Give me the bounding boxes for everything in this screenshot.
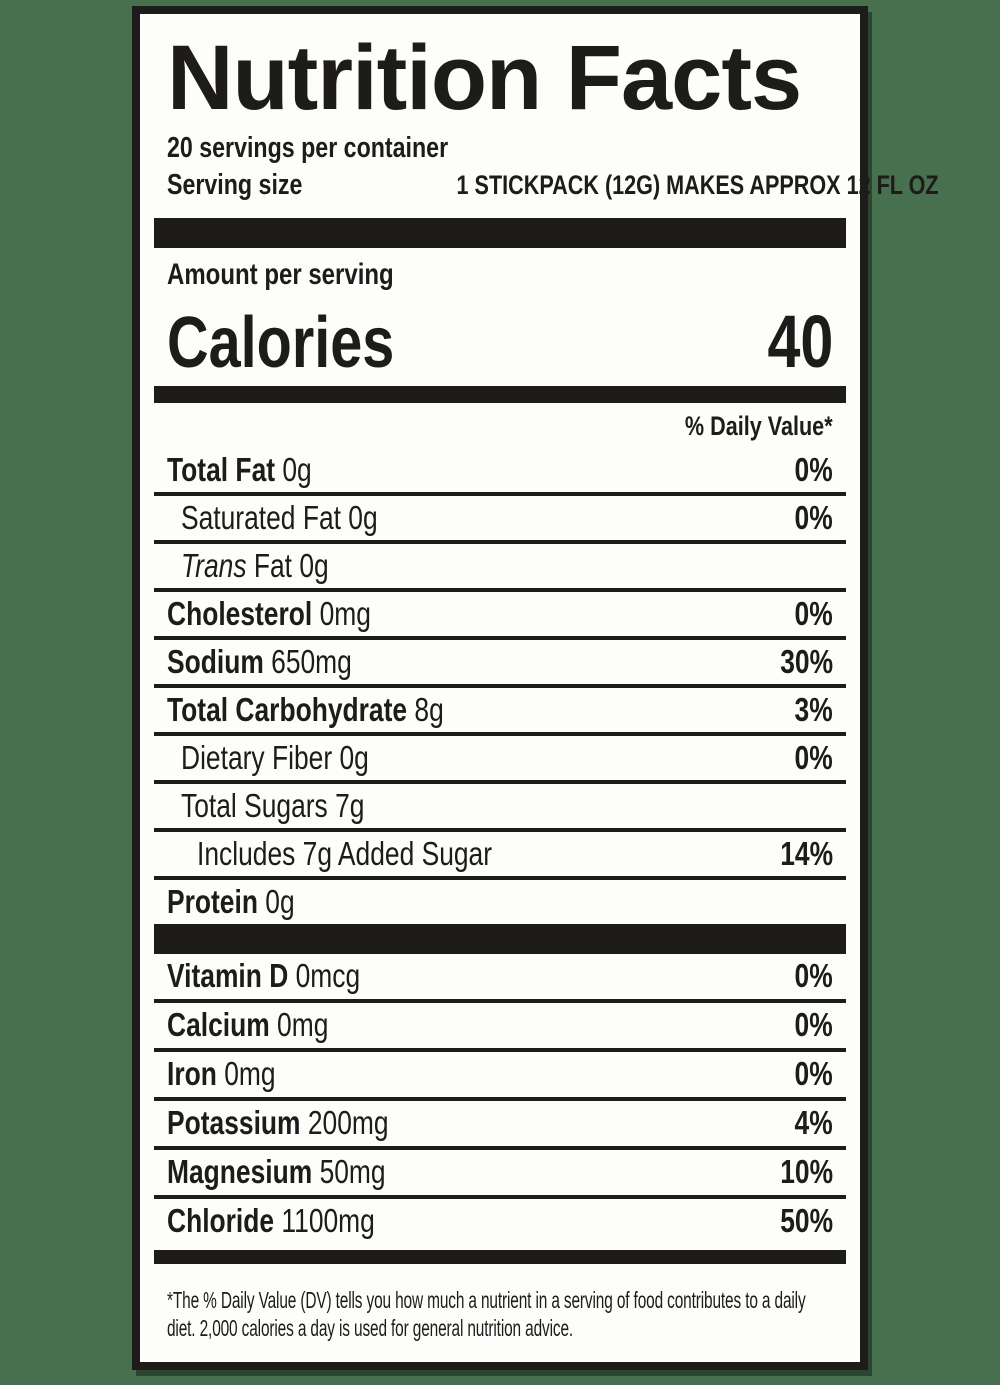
- nutrition-facts-label: Nutrition Facts 20 servings per containe…: [132, 6, 939, 1370]
- nutrient-row: Calcium 0mg 0%: [154, 1003, 846, 1052]
- servings-per-container-text: 20 servings per container: [167, 131, 449, 164]
- daily-value-header: % Daily Value*: [685, 410, 833, 441]
- thick-divider-bar-middle: [154, 923, 846, 954]
- daily-value-percent: 0%: [794, 594, 833, 632]
- daily-value-percent: 0%: [794, 498, 833, 536]
- nutrient-row: Sodium 650mg 30%: [154, 640, 846, 688]
- nutrient-row: Vitamin D 0mcg 0%: [154, 954, 846, 1003]
- daily-value-percent: 14%: [780, 834, 833, 872]
- nutrient-name: Magnesium 50mg: [167, 1153, 386, 1191]
- nutrient-name: Chloride 1100mg: [167, 1202, 375, 1240]
- nutrient-row: Chloride 1100mg 50%: [154, 1199, 846, 1244]
- nutrient-name: Sodium 650mg: [167, 642, 352, 680]
- daily-value-percent: 0%: [794, 450, 833, 488]
- calories-value: 40: [767, 300, 833, 384]
- nutrient-name: Includes 7g Added Sugar: [197, 834, 493, 872]
- nutrient-row: Includes 7g Added Sugar 14%: [154, 832, 846, 880]
- nutrient-row: Iron 0mg 0%: [154, 1052, 846, 1101]
- nutrient-name: Saturated Fat 0g: [181, 498, 378, 536]
- nutrient-name: Total Carbohydrate 8g: [167, 690, 444, 728]
- nutrient-name: Protein 0g: [167, 882, 295, 920]
- nutrient-name: Trans Fat 0g: [181, 546, 329, 584]
- daily-value-percent: 10%: [780, 1153, 833, 1191]
- footnote-text: *The % Daily Value (DV) tells you how mu…: [167, 1286, 806, 1342]
- nutrient-name: Cholesterol 0mg: [167, 594, 371, 632]
- daily-value-percent: 0%: [794, 957, 833, 995]
- nutrient-name: Total Sugars 7g: [181, 786, 365, 824]
- nutrient-row: Saturated Fat 0g 0%: [154, 496, 846, 544]
- nutrient-name: Iron 0mg: [167, 1055, 276, 1093]
- label-title: Nutrition Facts: [167, 27, 802, 129]
- daily-value-percent: 30%: [780, 642, 833, 680]
- macronutrient-rows: Total Fat 0g 0% Saturated Fat 0g 0% Trans Fa…: [154, 448, 846, 924]
- micronutrient-rows: Vitamin D 0mcg 0% Calcium 0mg 0% Iron 0mg 0% P…: [154, 954, 846, 1244]
- nutrient-row: Protein 0g: [154, 880, 846, 924]
- calories-row: Calories 40: [154, 294, 846, 384]
- nutrient-row: Total Carbohydrate 8g 3%: [154, 688, 846, 736]
- daily-value-percent: 3%: [794, 690, 833, 728]
- medium-divider-bar: [154, 385, 846, 403]
- nutrient-row: Trans Fat 0g: [154, 544, 846, 592]
- nutrient-name: Calcium 0mg: [167, 1006, 329, 1044]
- serving-size-value: 1 STICKPACK (12G) MAKES APPROX 12 FL OZ: [456, 170, 939, 201]
- servings-per-container: 20 servings per container: [154, 131, 846, 166]
- daily-value-percent: 0%: [794, 1055, 833, 1093]
- nutrient-row: Cholesterol 0mg 0%: [154, 592, 846, 640]
- amount-per-serving: Amount per serving: [167, 257, 394, 291]
- daily-value-percent: 50%: [780, 1202, 833, 1240]
- nutrient-name: Potassium 200mg: [167, 1104, 389, 1142]
- nutrient-row: Total Fat 0g 0%: [154, 448, 846, 496]
- nutrient-row: Potassium 200mg 4%: [154, 1101, 846, 1150]
- nutrient-row: Total Sugars 7g: [154, 784, 846, 832]
- nutrient-name: Total Fat 0g: [167, 450, 312, 488]
- nutrient-row: Magnesium 50mg 10%: [154, 1150, 846, 1199]
- daily-value-percent: 0%: [794, 1006, 833, 1044]
- daily-value-percent: 0%: [794, 738, 833, 776]
- daily-value-percent: 4%: [794, 1104, 833, 1142]
- serving-size-row: Serving size 1 STICKPACK (12G) MAKES APP…: [154, 167, 939, 205]
- thick-divider-bar-top: [154, 217, 846, 248]
- nutrient-row: Dietary Fiber 0g 0%: [154, 736, 846, 784]
- nutrient-name: Dietary Fiber 0g: [181, 738, 369, 776]
- footnote: *The % Daily Value (DV) tells you how mu…: [154, 1286, 846, 1343]
- nutrient-name: Vitamin D 0mcg: [167, 957, 361, 995]
- calories-label: Calories: [167, 303, 395, 384]
- serving-size-label: Serving size: [167, 169, 303, 202]
- bottom-divider-bar: [154, 1249, 846, 1264]
